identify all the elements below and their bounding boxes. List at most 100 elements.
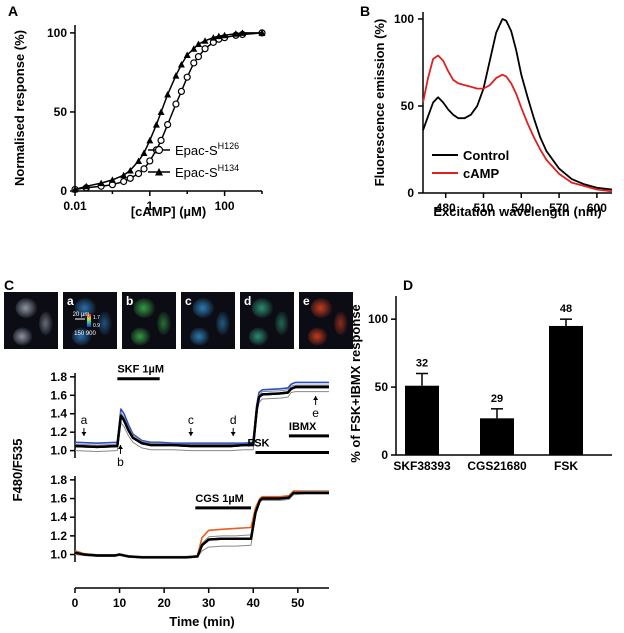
a-legend-label: Epac-SH134 xyxy=(175,163,239,180)
d-bar-SKF38393 xyxy=(405,385,439,455)
colorbar xyxy=(87,314,91,327)
c-x-tick-label: 0 xyxy=(72,596,79,610)
b-x-tick-label: 480 xyxy=(436,201,456,215)
c-x-tick-label: 10 xyxy=(113,596,127,610)
a-legend-superscript: H134 xyxy=(218,163,240,173)
a-legend-name: Epac-S xyxy=(175,165,218,180)
cell-blob xyxy=(251,297,274,318)
cell-blob xyxy=(157,311,172,336)
panel-label-d: D xyxy=(403,277,413,293)
colorbar-high: 1.7 xyxy=(93,315,100,321)
b-y-tick-label: 100 xyxy=(394,12,414,26)
a-point-h126 xyxy=(140,165,148,173)
a-point-h134 xyxy=(190,45,198,52)
cell-blob xyxy=(248,327,269,346)
d-category-label: CGS21680 xyxy=(467,459,527,473)
image-label: d xyxy=(244,294,251,308)
a-point-h134 xyxy=(82,182,90,190)
c-x-axis-label: Time (min) xyxy=(169,614,235,629)
a-point-h126 xyxy=(134,170,143,178)
b-x-tick-label: 600 xyxy=(587,201,607,215)
d-n-label: 32 xyxy=(416,358,428,370)
c-annotation: c xyxy=(188,413,194,427)
b-y-tick-label: 50 xyxy=(401,99,415,113)
panel-label-c: C xyxy=(4,277,14,293)
cell-blob xyxy=(189,327,210,346)
a-legend-marker xyxy=(154,145,164,155)
a-point-h134 xyxy=(201,37,209,44)
cell-blob xyxy=(307,327,328,346)
b-x-axis-label: Excitation wavelength (nm) xyxy=(433,204,601,219)
a-point-h134 xyxy=(146,136,154,144)
cell-blob xyxy=(130,327,151,346)
cell-blob xyxy=(334,311,349,336)
a-y-tick-label: 100 xyxy=(47,26,67,40)
a-point-h134 xyxy=(157,108,165,115)
c0-y-tick-label: 1.2 xyxy=(50,425,67,439)
a-point-h134 xyxy=(135,157,143,164)
a-point-h126 xyxy=(201,45,209,53)
cell-blob xyxy=(12,327,33,346)
cell-blob xyxy=(192,297,215,318)
d-y-tick-label: 100 xyxy=(368,312,388,326)
d-category-label: SKF38393 xyxy=(393,459,451,473)
a-point-h126 xyxy=(157,136,165,145)
b-x-tick-label: 540 xyxy=(511,201,531,215)
c0-drug-label: SKF 1µM xyxy=(117,364,164,376)
image-label: e xyxy=(303,294,310,308)
c1-y-tick-label: 1.2 xyxy=(50,529,67,543)
d-y-axis-label: % of FSK+IBMX response xyxy=(348,304,363,463)
c0-y-tick-label: 1.6 xyxy=(50,388,67,402)
a-point-h134 xyxy=(232,30,240,37)
d-y-tick-label: 50 xyxy=(375,380,389,394)
c0-y-tick-label: 1.0 xyxy=(50,444,67,458)
cell-blob xyxy=(39,311,54,336)
d-bar-CGS21680 xyxy=(480,418,514,455)
image-label: b xyxy=(126,294,133,308)
b-y-axis-label: Fluorescence emission (%) xyxy=(372,19,387,187)
c1-y-tick-label: 1.8 xyxy=(50,473,67,487)
c0-drug-label: FSK xyxy=(247,437,269,449)
c-annotation: b xyxy=(117,455,124,469)
a-y-tick-label: 0 xyxy=(60,184,67,198)
b-x-tick-label: 510 xyxy=(473,201,493,215)
a-legend-marker xyxy=(155,168,163,176)
panel-label-a: A xyxy=(8,3,18,19)
a-y-axis-label: Normalised response (%) xyxy=(12,30,27,186)
c0-drug-label: IBMX xyxy=(289,421,317,433)
cell-blob xyxy=(15,297,38,318)
c-annotation-arrow-head xyxy=(188,432,194,436)
a-point-h134 xyxy=(97,179,105,187)
cell-blob xyxy=(98,311,113,336)
c-annotation: a xyxy=(81,413,88,427)
c1-drug-label: CGS 1µM xyxy=(195,493,244,505)
c-annotation-arrow-head xyxy=(230,432,236,436)
a-x-tick-label: 1 xyxy=(146,199,153,213)
a-point-h134 xyxy=(177,61,185,68)
b-legend-label: cAMP xyxy=(463,166,499,181)
a-y-tick-label: 50 xyxy=(54,105,68,119)
c-x-tick-label: 40 xyxy=(247,596,261,610)
c0-trace-mean xyxy=(74,385,329,449)
a-point-h134 xyxy=(164,91,172,98)
cell-blob xyxy=(310,297,333,318)
a-point-h134 xyxy=(209,34,217,41)
colorbar-low: 0.9 xyxy=(93,323,100,329)
c-annotation-arrow-head xyxy=(313,396,319,400)
a-x-tick-label: 0.01 xyxy=(63,199,87,213)
cell-blob xyxy=(133,297,156,318)
a-point-h134 xyxy=(140,149,148,157)
c-y-axis-label: F480/F535 xyxy=(10,439,25,502)
d-y-tick-label: 0 xyxy=(381,448,388,462)
image-label: c xyxy=(185,294,192,308)
a-point-h134 xyxy=(238,29,246,36)
a-point-h126 xyxy=(164,120,172,129)
a-point-h134 xyxy=(221,31,229,39)
a-x-axis-label: [cAMP] (µM) xyxy=(131,204,206,219)
c-x-tick-label: 20 xyxy=(157,596,171,610)
a-point-h126 xyxy=(126,174,134,182)
c0-trace-cell-gray-2 xyxy=(74,384,329,446)
c0-trace-cell-blue xyxy=(74,381,329,445)
scale-label: 20 µm xyxy=(73,312,90,318)
